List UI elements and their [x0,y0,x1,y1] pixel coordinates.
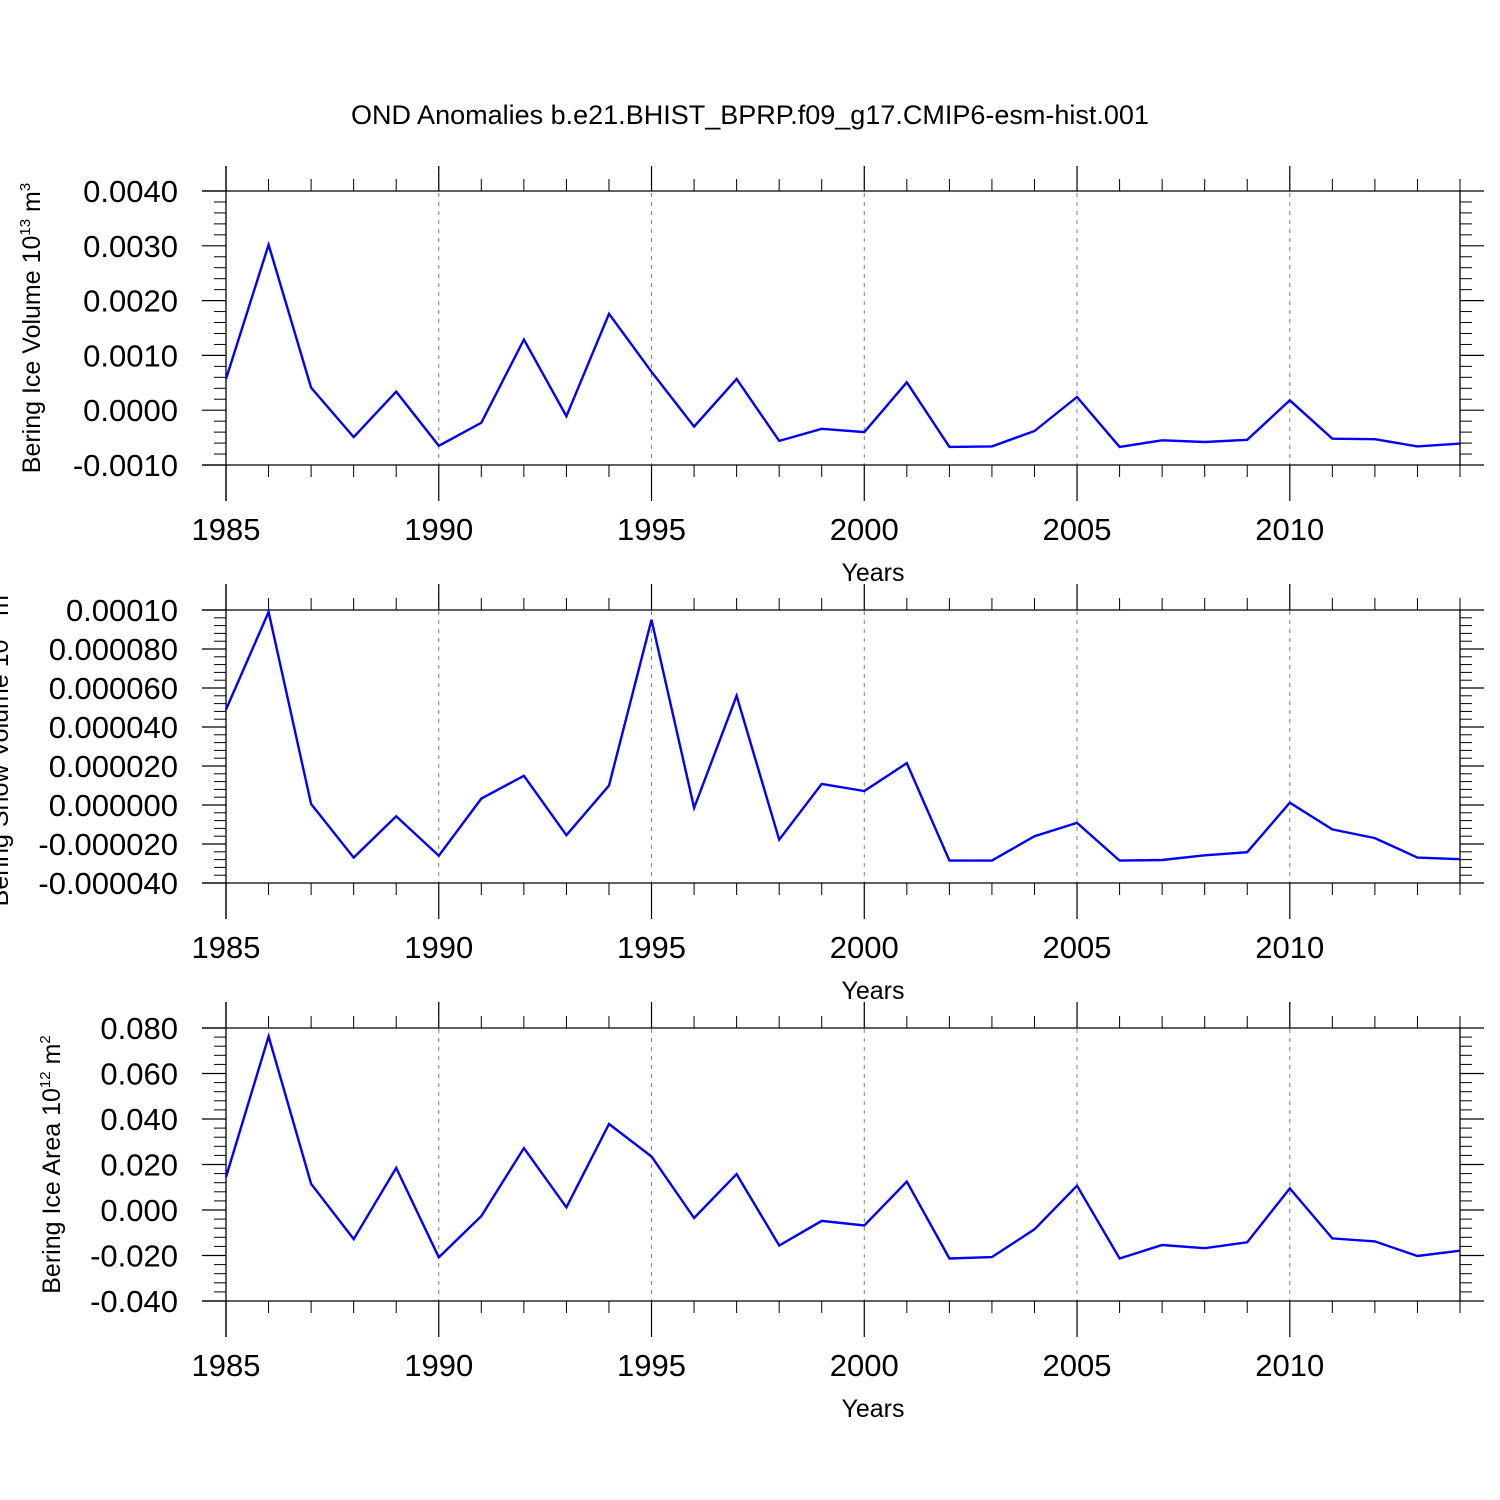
y-axis-label: Bering Ice Area 1012 m2 [37,1035,66,1294]
y-tick-label: 0.0040 [83,174,178,209]
y-axis-label-unit: m [38,1044,66,1072]
x-tick-label: 2005 [1043,512,1112,547]
y-axis-label-exponent: 13 [17,219,34,236]
chart-panel-3: 1985 1990 1995 2000 2005 2010 Years -0.040 -0.02… [37,1002,1484,1423]
x-tick-label: 1990 [404,512,473,547]
y-tick-label: 0.000000 [49,788,178,823]
y-axis-label-exponent: 13 [0,623,2,640]
y-tick-label: -0.0010 [73,448,178,483]
x-tick-label: 2000 [830,1348,899,1383]
y-axis-label: Bering Ice Volume 1013 m3 [17,183,46,473]
data-series-line [224,608,1461,862]
y-tick-label: 0.000040 [49,710,178,745]
x-tick-label: 2000 [830,512,899,547]
x-axis-label: Years [841,1395,904,1423]
x-tick-label: 1990 [404,930,473,965]
x-tick-label: 1985 [192,512,261,547]
y-axis-label-exponent: 12 [37,1071,54,1088]
y-tick-label: -0.000020 [38,827,178,862]
y-axis-label-unit: m [0,595,14,623]
y-axis-label: Bering Snow Volume 1013 m3 [0,587,14,907]
y-axis-label-unit-exponent: 3 [17,183,34,191]
x-tick-label: 2010 [1255,930,1324,965]
x-tick-label: 2000 [830,930,899,965]
data-series-line [224,1032,1461,1260]
y-axis-label-unit-exponent: 3 [0,587,2,595]
x-tick-label: 1990 [404,1348,473,1383]
y-tick-label: -0.020 [90,1239,178,1274]
y-axis-label-unit-exponent: 2 [37,1035,54,1043]
y-tick-label: 0.0020 [83,284,178,319]
x-axis-label: Years [841,977,904,1005]
chart-panel-1: 1985 1990 1995 2000 2005 2010 Years -0.0010 0.00… [17,166,1484,587]
y-tick-label: 0.020 [100,1148,178,1183]
x-tick-label: 2005 [1043,930,1112,965]
x-tick-label: 1995 [617,512,686,547]
y-tick-label: 0.000020 [49,749,178,784]
y-tick-label: 0.00010 [66,593,178,628]
y-tick-label: 0.0030 [83,229,178,264]
y-tick-label: 0.000 [100,1193,178,1228]
x-tick-label: 1995 [617,1348,686,1383]
x-tick-label: 2005 [1043,1348,1112,1383]
x-tick-label: 1995 [617,930,686,965]
y-axis-label-unit: m [18,191,46,219]
x-tick-label: 1985 [192,930,261,965]
x-axis-label: Years [841,559,904,587]
y-tick-label: 0.0010 [83,338,178,373]
x-tick-label: 2010 [1255,1348,1324,1383]
y-tick-label: 0.040 [100,1102,178,1137]
x-tick-label: 1985 [192,1348,261,1383]
chart-title: OND Anomalies b.e21.BHIST_BPRP.f09_g17.C… [351,100,1149,130]
y-tick-label: 0.080 [100,1011,178,1046]
y-tick-label: 0.0000 [83,393,178,428]
y-axis-label-base: Bering Ice Volume 10 [18,236,46,474]
y-tick-label: -0.040 [90,1284,178,1319]
y-tick-label: -0.000040 [38,866,178,901]
y-tick-label: 0.000080 [49,632,178,667]
chart-panel-2: 1985 1990 1995 2000 2005 2010 Years -0.000040 -0… [0,584,1484,1005]
y-axis-label-base: Bering Ice Area 10 [38,1088,66,1294]
y-axis-label-base: Bering Snow Volume 10 [0,639,14,906]
x-tick-label: 2010 [1255,512,1324,547]
y-tick-label: 0.060 [100,1057,178,1092]
data-series-line [224,240,1461,449]
y-tick-label: 0.000060 [49,671,178,706]
